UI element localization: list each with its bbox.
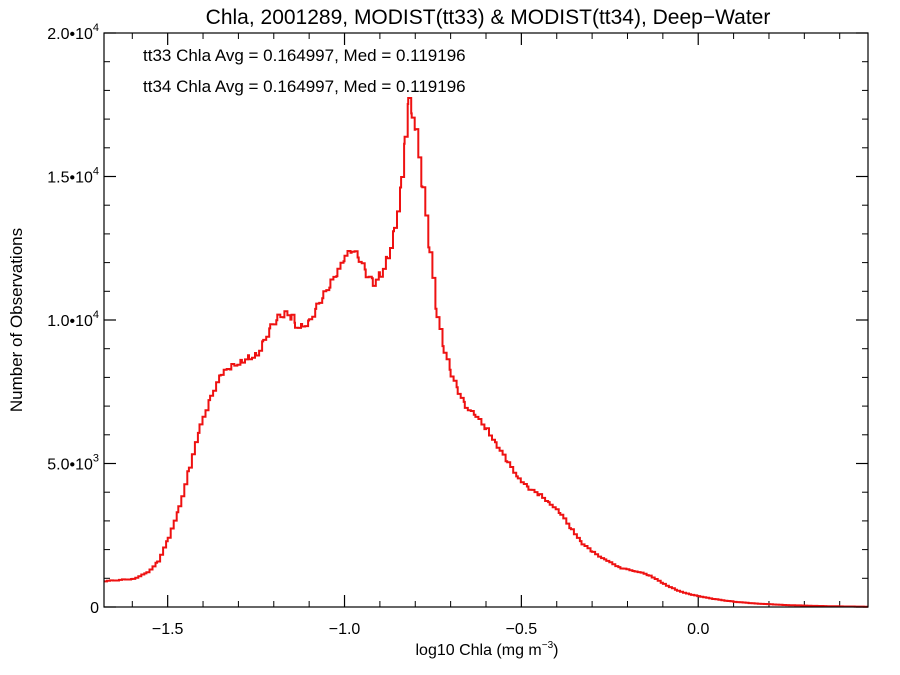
plot-frame: [103, 32, 869, 608]
x-tick-label: −0.5: [506, 621, 538, 638]
y-axis-label: Number of Observations: [7, 228, 26, 412]
x-axis-label-main: log10 Chla (mg m: [415, 642, 541, 659]
x-tick-label: −1.0: [329, 621, 361, 638]
y-tick-label: 1.5•104: [47, 166, 99, 187]
annotation-tt33: tt33 Chla Avg = 0.164997, Med = 0.119196: [143, 46, 466, 65]
x-tick-label: −1.5: [152, 621, 184, 638]
y-tick-label: 0: [90, 600, 99, 617]
y-tick-label: 5.0•103: [47, 453, 99, 474]
x-axis-label-exponent: −3: [542, 640, 554, 651]
x-axis-label: log10 Chla (mg m−3): [415, 640, 558, 659]
annotation-tt34: tt34 Chla Avg = 0.164997, Med = 0.119196: [143, 77, 466, 96]
x-tick-label: 0.0: [687, 621, 709, 638]
series-layer: [104, 97, 868, 608]
y-tick-label: 1.0•104: [47, 309, 99, 330]
series-line: [104, 97, 868, 608]
chart-title: Chla, 2001289, MODIST(tt33) & MODIST(tt3…: [206, 6, 771, 29]
x-axis-label-close: ): [553, 642, 558, 659]
y-tick-label: 2.0•104: [47, 22, 99, 43]
axis-ticks: −1.5 −1.0 −0.5 0.0 0 5.0•103 1.0•104 1.5•104 2.0…: [47, 22, 868, 638]
